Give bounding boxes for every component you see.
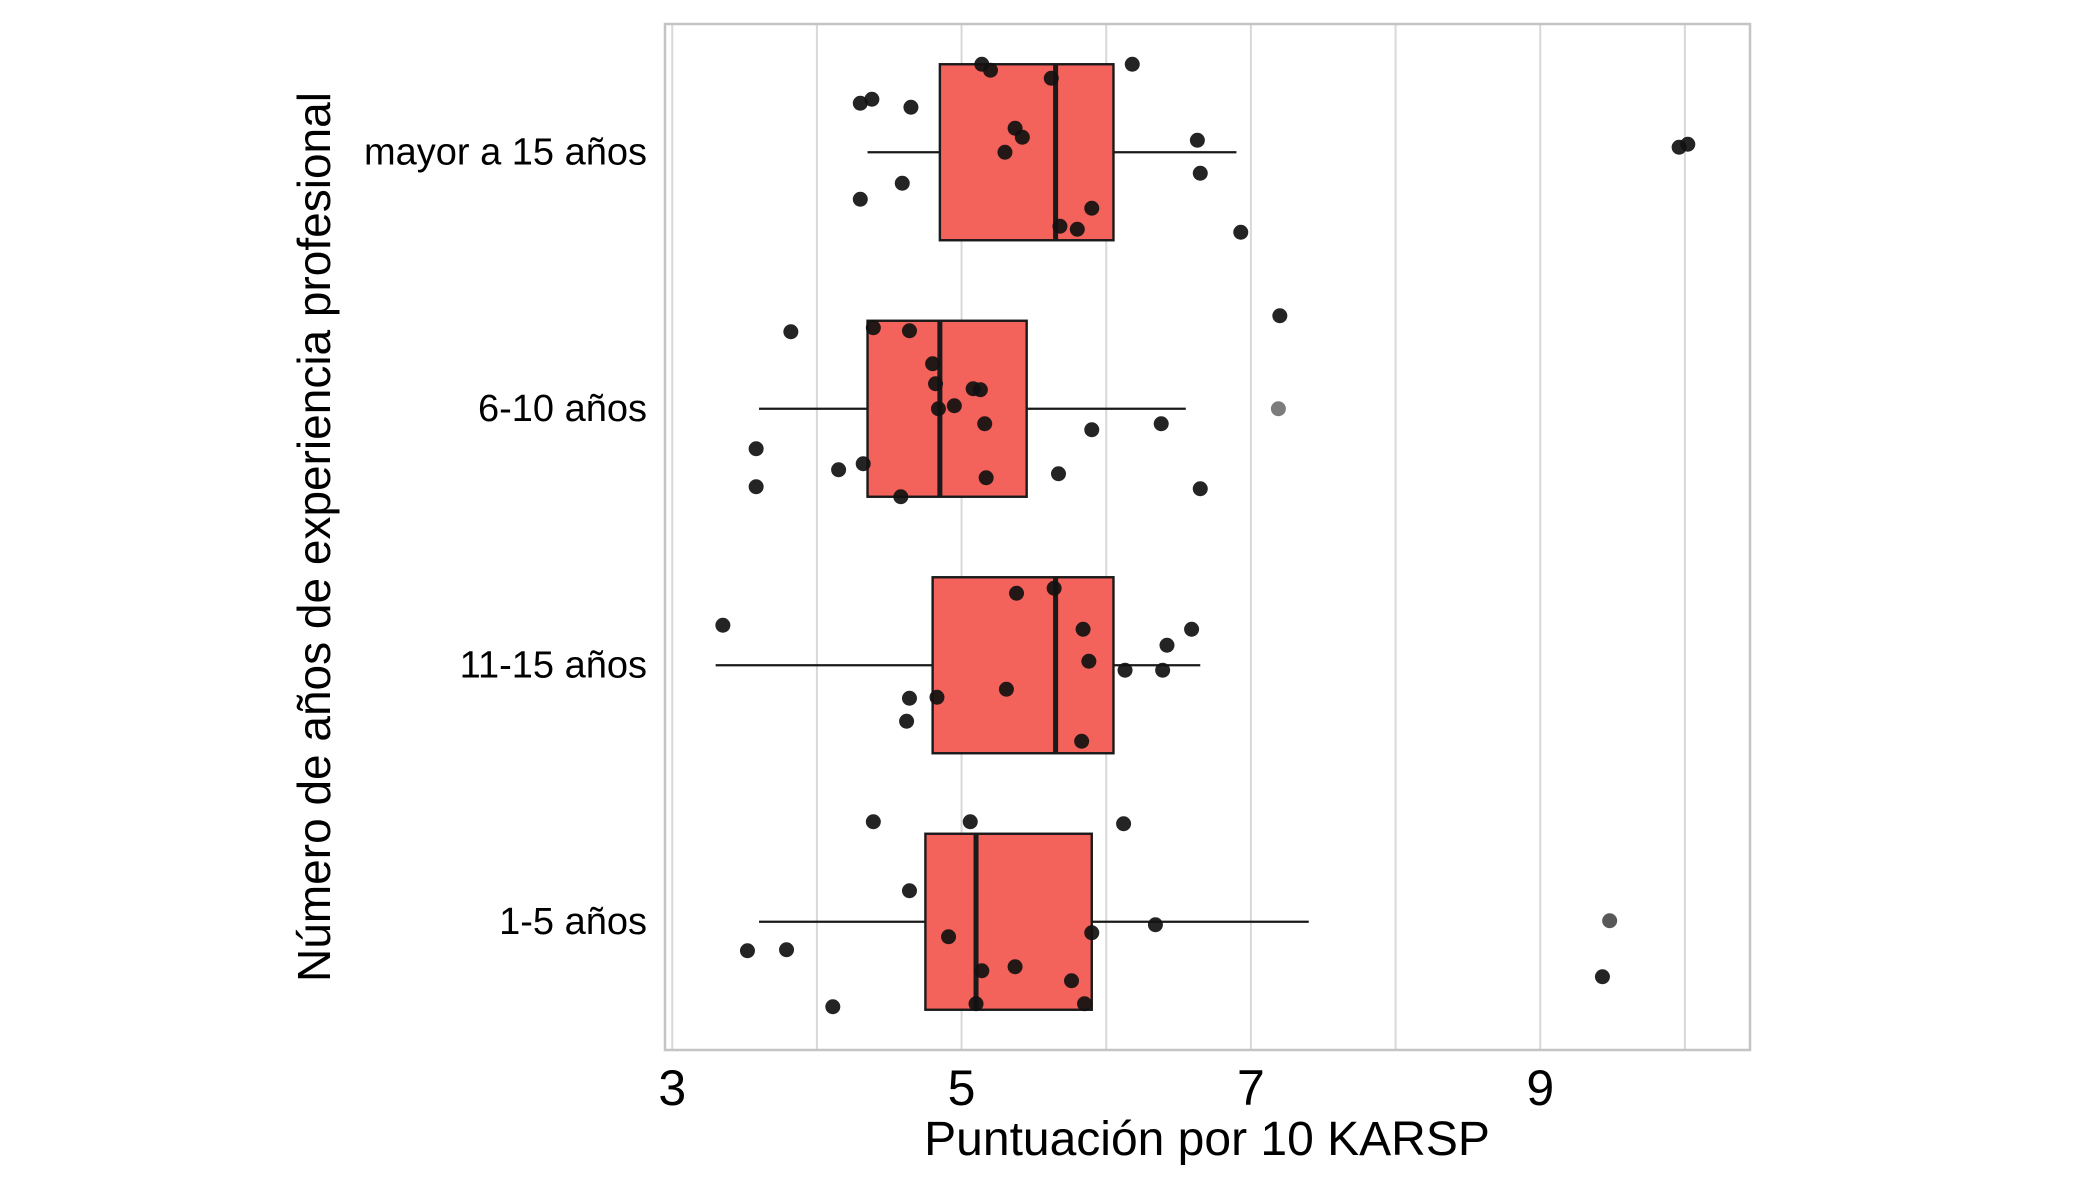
jitter-point [930,401,946,417]
jitter-point [1014,129,1030,145]
jitter-point [715,617,731,633]
jitter-point [865,814,881,830]
jitter-point [1184,621,1200,637]
x-tick-label: 5 [948,1060,976,1116]
gridlines [671,24,1686,1050]
jitter-point [1594,969,1610,985]
jitter-point [1192,481,1208,497]
jitter-point [1233,224,1249,240]
jitter-point [929,689,945,705]
jitter-point [1069,221,1085,237]
jitter-point [974,963,990,979]
jitter-point [1272,308,1288,324]
jitter-point [1009,585,1025,601]
jitter-point [1052,218,1068,234]
jitter-point [997,144,1013,160]
jitter-point [946,398,962,414]
jitter-point [903,99,919,115]
jitter-point [962,814,978,830]
jitter-point [855,456,871,472]
jitter-point [748,441,764,457]
jitter-point [1074,733,1090,749]
jitter-point [983,62,998,78]
jitter-point [1117,662,1133,678]
jitter-point [941,929,957,945]
jitter-point [1270,401,1286,417]
jitter-point [825,999,841,1015]
jitter-point [972,382,988,398]
jitter-point [1043,70,1059,86]
jitter-point [901,323,917,339]
category-label: 1-5 años [499,901,647,943]
jitter-point [928,376,944,392]
jitter-point [1124,56,1140,72]
jitter-point [1680,136,1696,152]
jitter-point [852,95,868,111]
x-tick-label: 9 [1526,1060,1554,1116]
jitter-point [1116,816,1132,832]
jitter-point [894,175,910,191]
jitter-point [864,91,880,107]
jitter-point [1084,200,1100,216]
jitter-point [901,690,917,706]
jitter-point [783,324,799,340]
jitter-points [715,56,1696,1015]
jitter-point [1147,917,1163,933]
jitter-point [978,470,994,486]
jitter-point [865,320,881,336]
jitter-point [1192,165,1208,181]
jitter-point [1081,653,1097,669]
jitter-point [977,416,993,432]
jitter-point [893,489,909,505]
x-tick-label: 3 [658,1060,686,1116]
axis-labels: mayor a 15 años 6-10 años 11-15 años 1-5 añ… [364,131,1554,1116]
boxplots [715,63,1309,1011]
jitter-point [1155,662,1171,678]
box [866,319,1028,498]
category-label: 6-10 años [478,388,647,430]
box [938,63,1115,242]
jitter-point [968,996,984,1012]
jitter-point [925,356,941,372]
jitter-point [1159,637,1175,653]
jitter-point [1050,466,1066,482]
category-label: 11-15 años [460,644,647,686]
x-axis-label: Puntuación por 10 KARSP [924,1113,1490,1166]
jitter-point [852,191,868,207]
jitter-point [831,462,847,478]
jitter-point [1075,621,1091,637]
jitter-point [998,681,1014,697]
jitter-point [779,942,795,958]
x-tick-label: 7 [1237,1060,1265,1116]
jitter-point [1064,973,1080,989]
jitter-point [1602,913,1618,929]
jitter-point [1084,422,1100,438]
jitter-point [1007,959,1023,975]
plot-panel [663,22,1752,1052]
jitter-point [1189,132,1205,148]
jitter-point [1077,996,1093,1012]
jitter-point [1153,416,1169,432]
category-label: mayor a 15 años [364,131,647,173]
jitter-point [748,479,764,495]
jitter-point [1084,925,1100,941]
y-axis-label: Número de años de experiencia profesiona… [288,92,340,982]
jitter-point [899,713,915,729]
panel-border [663,22,1752,1052]
jitter-point [901,883,917,899]
jitter-point [1046,580,1062,596]
jitter-point [739,943,755,959]
